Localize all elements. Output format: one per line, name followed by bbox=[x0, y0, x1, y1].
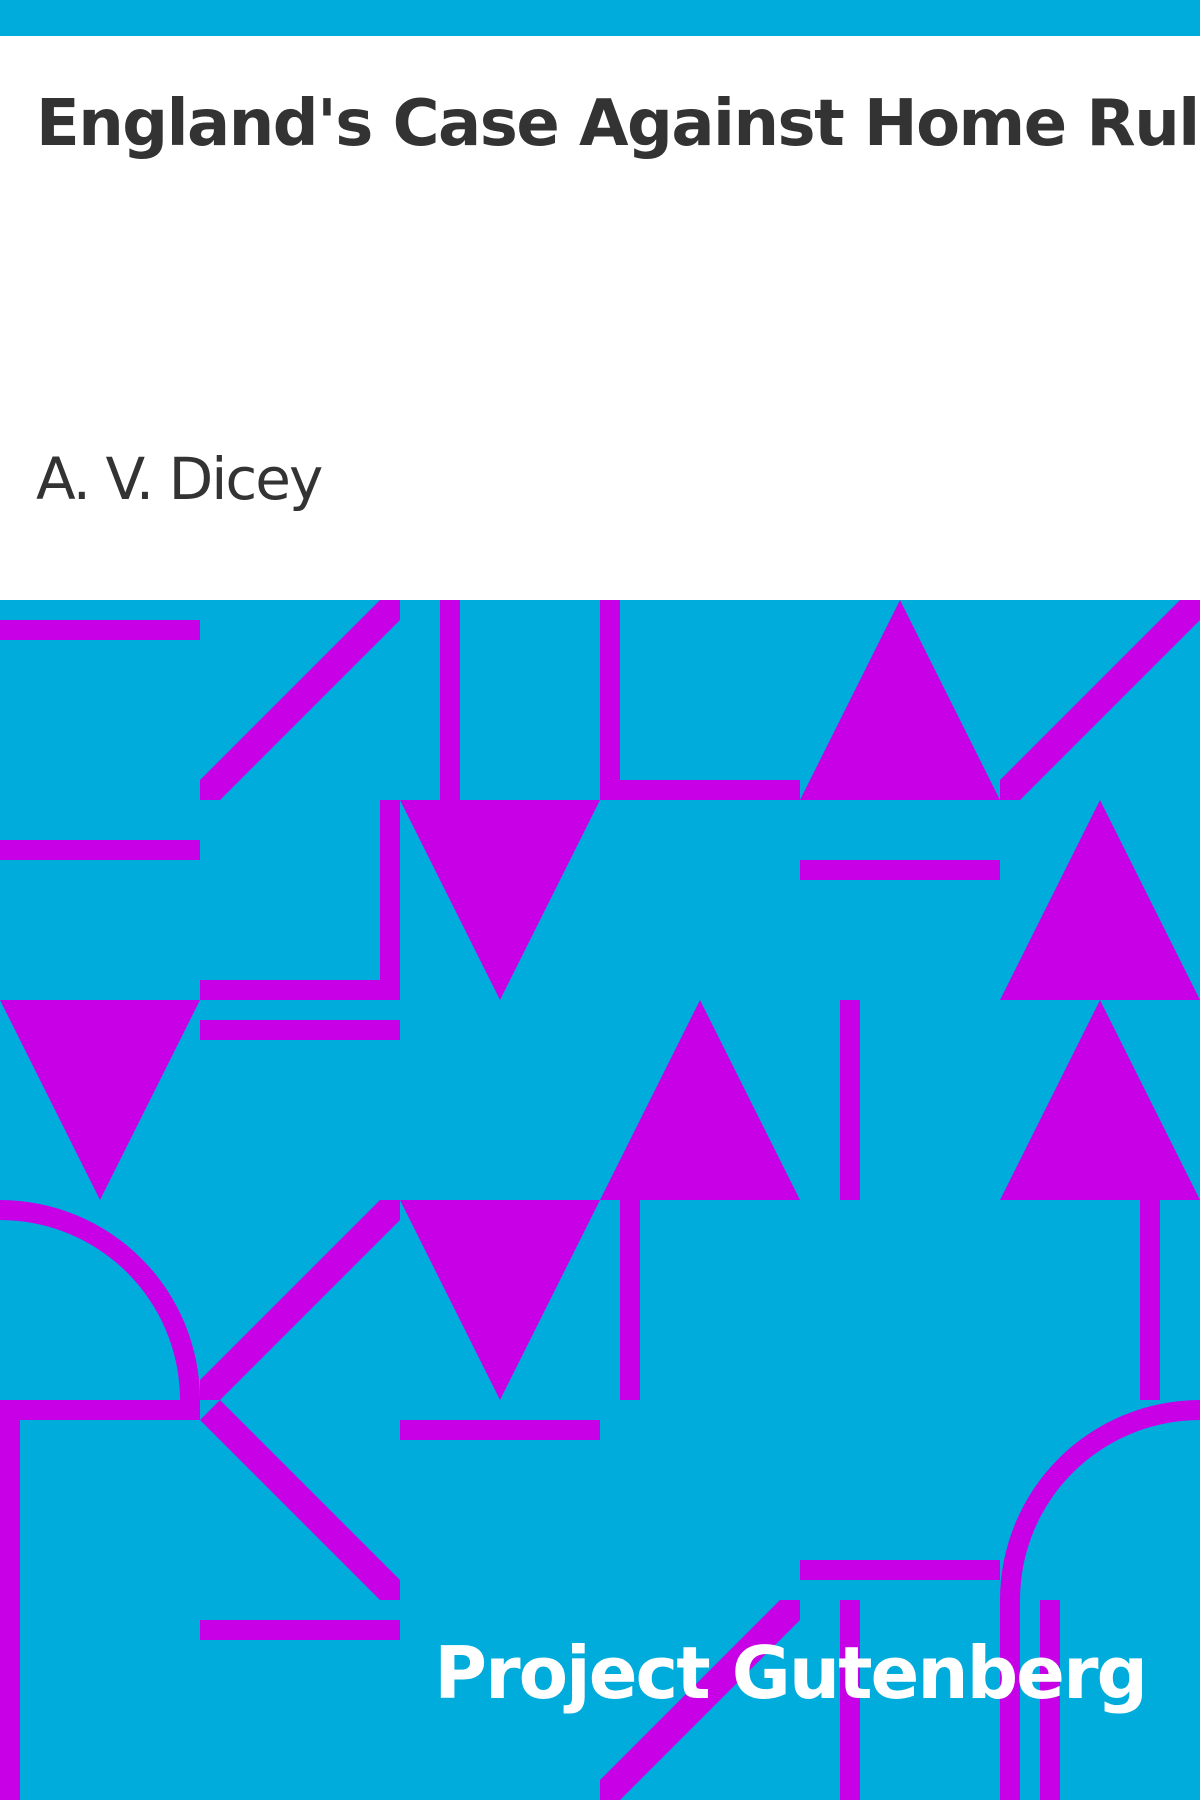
pattern-bar bbox=[440, 600, 460, 800]
pattern-bar bbox=[0, 620, 200, 640]
pattern-bar bbox=[800, 1560, 1000, 1580]
pattern-bar bbox=[0, 1400, 200, 1420]
pattern-triangle-up bbox=[1000, 1000, 1200, 1200]
pattern-bar bbox=[0, 1600, 20, 1800]
pattern-bar bbox=[400, 1420, 600, 1440]
pattern-diagonal-bar bbox=[600, 1600, 800, 1800]
book-title: England's Case Against Home Rule bbox=[36, 87, 1200, 161]
book-author: A. V. Dicey bbox=[36, 445, 323, 513]
top-accent-bar bbox=[0, 0, 1200, 36]
pattern-triangle-down bbox=[0, 1000, 200, 1200]
pattern-bar bbox=[1000, 1600, 1020, 1800]
pattern-diagonal-bar bbox=[200, 1200, 400, 1400]
pattern-diagonal-bar bbox=[1000, 600, 1200, 800]
pattern-bar bbox=[840, 1600, 860, 1800]
pattern-bar bbox=[0, 1400, 20, 1600]
pattern-triangle-up bbox=[1000, 800, 1200, 1000]
pattern-bar bbox=[0, 840, 200, 860]
pattern-diagonal-bar bbox=[200, 600, 400, 800]
pattern-bar bbox=[1140, 1200, 1160, 1400]
pattern-triangle-up bbox=[800, 600, 1000, 800]
pattern-bar bbox=[200, 1620, 400, 1640]
pattern-quarter-circle bbox=[0, 1200, 200, 1400]
pattern-diagonal-bar bbox=[200, 1400, 400, 1600]
pattern-bar bbox=[600, 780, 800, 800]
pattern-triangle-down bbox=[400, 1200, 600, 1400]
pattern-bar bbox=[1040, 1600, 1060, 1800]
pattern-triangle-down bbox=[400, 800, 600, 1000]
pattern-bar bbox=[380, 800, 400, 1000]
pattern-bar bbox=[200, 980, 400, 1000]
pattern-bar bbox=[620, 1200, 640, 1400]
pattern-bar bbox=[600, 600, 620, 780]
geometric-pattern bbox=[0, 600, 1200, 1800]
pattern-bar bbox=[200, 1020, 400, 1040]
pattern-quarter-circle bbox=[1000, 1400, 1200, 1600]
pattern-triangle-up bbox=[600, 1000, 800, 1200]
publisher-name: Project Gutenberg bbox=[434, 1631, 1148, 1715]
pattern-bar bbox=[840, 1000, 860, 1200]
pattern-bar bbox=[800, 860, 1000, 880]
